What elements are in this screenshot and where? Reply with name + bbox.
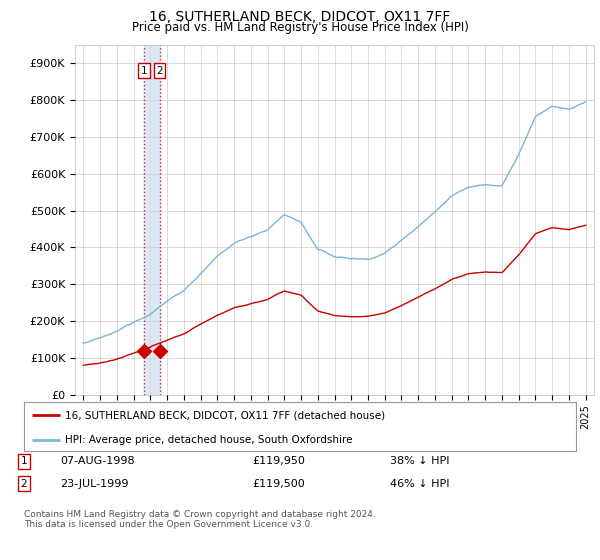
Text: HPI: Average price, detached house, South Oxfordshire: HPI: Average price, detached house, Sout… — [65, 435, 353, 445]
Text: 38% ↓ HPI: 38% ↓ HPI — [390, 456, 449, 466]
Point — [139, 346, 148, 355]
Point — [155, 346, 164, 355]
Text: 2: 2 — [156, 66, 163, 76]
Text: £119,500: £119,500 — [252, 479, 305, 489]
Text: 1: 1 — [20, 456, 28, 466]
Text: 23-JUL-1999: 23-JUL-1999 — [60, 479, 128, 489]
Text: 07-AUG-1998: 07-AUG-1998 — [60, 456, 134, 466]
Bar — [143, 45, 160, 395]
Text: Contains HM Land Registry data © Crown copyright and database right 2024.
This d: Contains HM Land Registry data © Crown c… — [24, 510, 376, 529]
Text: 1: 1 — [140, 66, 147, 76]
Text: 16, SUTHERLAND BECK, DIDCOT, OX11 7FF (detached house): 16, SUTHERLAND BECK, DIDCOT, OX11 7FF (d… — [65, 410, 386, 421]
Text: 16, SUTHERLAND BECK, DIDCOT, OX11 7FF: 16, SUTHERLAND BECK, DIDCOT, OX11 7FF — [149, 10, 451, 24]
Text: £119,950: £119,950 — [252, 456, 305, 466]
Text: 46% ↓ HPI: 46% ↓ HPI — [390, 479, 449, 489]
Text: Price paid vs. HM Land Registry's House Price Index (HPI): Price paid vs. HM Land Registry's House … — [131, 21, 469, 34]
Text: 2: 2 — [20, 479, 28, 489]
